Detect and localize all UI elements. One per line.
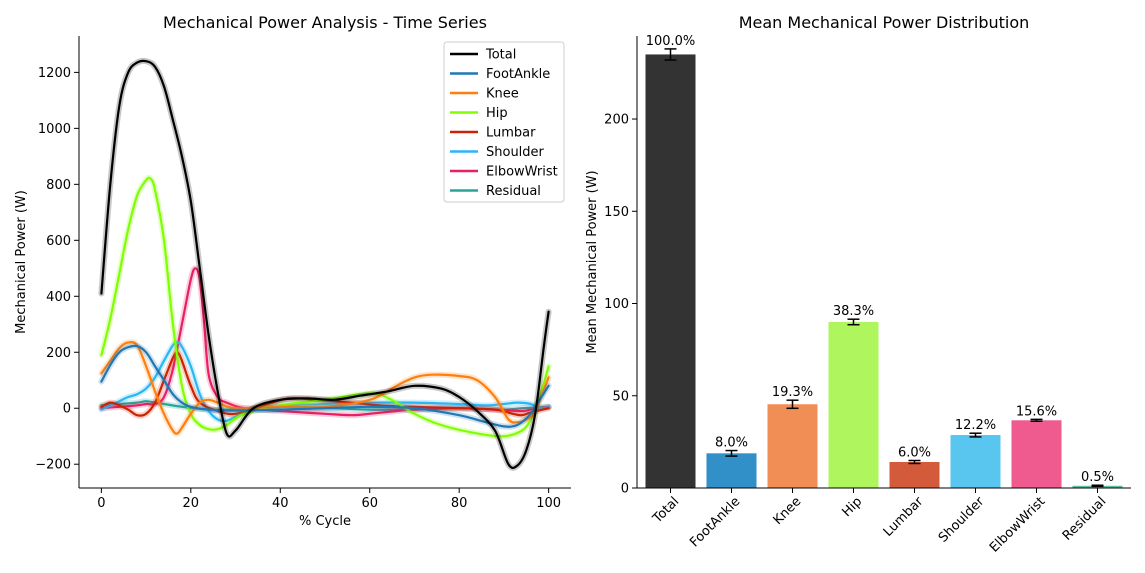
right-y-tick-label: 150 [604,205,629,220]
left-x-ticks: 0 20 40 60 80 100 [97,488,561,511]
right-x-tick-label-lumbar: Lumbar [881,494,927,540]
bar-elbowwrist [1011,420,1062,488]
legend-label-elbowwrist: ElbowWrist [486,165,558,180]
left-y-tick-label: 1200 [38,66,71,81]
right-x-tick-label-shoulder: Shoulder [936,494,988,546]
right-x-tick-label-elbowwrist: ElbowWrist [987,494,1048,555]
legend-label-total: Total [485,48,516,63]
left-x-tick-label: 100 [536,496,561,511]
left-y-axis-label: Mechanical Power (W) [14,190,29,334]
bar-axes [636,36,1131,489]
left-x-tick-label: 60 [361,496,378,511]
right-x-tick-label-knee: Knee [771,494,805,528]
left-y-tick-label: 1000 [38,122,71,137]
left-chart-title: Mechanical Power Analysis - Time Series [163,13,487,32]
right-chart-title: Mean Mechanical Power Distribution [739,13,1030,32]
left-x-tick-label: 20 [183,496,200,511]
time-series-axes [78,36,571,489]
left-x-tick-label: 40 [272,496,289,511]
legend-label-shoulder: Shoulder [486,145,545,160]
time-series-chart: Mechanical Power Analysis - Time Series … [14,13,571,529]
time-series-plot-area [98,57,552,471]
left-x-axis-label: % Cycle [299,514,351,529]
left-y-tick-label: 200 [46,346,71,361]
left-y-tick-label: −200 [35,458,71,473]
legend-label-footankle: FootAnkle [486,67,550,82]
right-y-axis-label: Mean Mechanical Power (W) [585,170,600,353]
left-y-tick-label: 400 [46,290,71,305]
legend-label-hip: Hip [486,106,508,121]
left-y-tick-label: 600 [46,234,71,249]
legend-label-residual: Residual [486,184,541,199]
right-y-ticks: 0 50 100 150 200 [604,113,637,497]
bar-label-residual: 0.5% [1081,470,1114,485]
right-y-tick-label: 100 [604,297,629,312]
bar-chart: Mean Mechanical Power Distribution 100.0… [585,13,1131,556]
right-y-tick-label: 50 [612,389,629,404]
bar-lumbar [889,461,940,488]
right-x-ticks: Total FootAnkle Knee Hip Lumbar Shoulder Elbow… [650,488,1109,556]
series-line-knee [100,341,550,435]
bar-label-lumbar: 6.0% [898,446,931,461]
left-y-ticks: −200 0 200 400 600 800 1000 1200 [35,66,79,473]
left-y-tick-label: 0 [63,402,71,417]
bar-series: 100.0% 8.0% 19.3% 38.3% 6.0% 12.2% 15.6% 0.5% [645,34,1123,489]
right-x-tick-label-total: Total [650,494,683,527]
right-x-tick-label-residual: Residual [1060,494,1109,543]
legend-label-lumbar: Lumbar [486,126,536,141]
bar-knee [767,404,818,488]
series-line-hip [100,176,550,438]
bar-hip [828,321,879,488]
bar-shoulder [950,435,1001,488]
legend-box [443,41,565,203]
bar-label-knee: 19.3% [772,385,813,400]
bar-label-shoulder: 12.2% [955,418,996,433]
legend-label-knee: Knee [486,87,519,102]
right-x-tick-label-hip: Hip [839,494,865,520]
series-line-total [100,59,550,470]
right-y-tick-label: 0 [621,482,629,497]
bar-total [645,54,696,489]
left-x-tick-label: 0 [97,496,105,511]
series-line-shoulder [100,341,550,423]
left-x-tick-label: 80 [451,496,468,511]
bar-label-elbowwrist: 15.6% [1016,404,1057,419]
legend: Total FootAnkle Knee Hip Lumbar Shoulder Elbow… [443,41,565,203]
bar-label-footankle: 8.0% [715,436,748,451]
right-y-tick-label: 200 [604,113,629,128]
bar-label-total: 100.0% [646,34,696,49]
bar-footankle [706,453,757,488]
right-x-tick-label-footankle: FootAnkle [687,494,743,550]
bar-label-hip: 38.3% [833,304,874,319]
left-y-tick-label: 800 [46,178,71,193]
